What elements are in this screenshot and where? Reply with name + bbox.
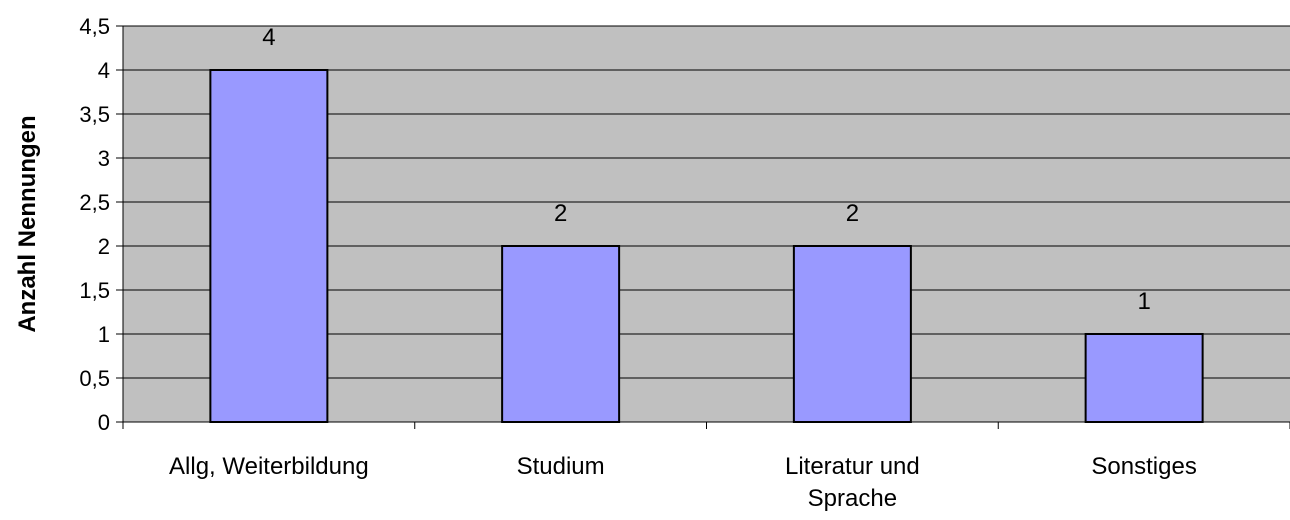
data-label: 2: [846, 200, 859, 227]
x-category-label: Studium: [517, 453, 605, 480]
y-tick-label: 3,5: [79, 102, 110, 127]
bar: [792, 245, 912, 423]
data-label: 2: [554, 200, 567, 227]
x-category-label: Literatur und: [785, 453, 920, 480]
y-tick-label: 1: [98, 322, 110, 347]
x-category-label: Sprache: [808, 485, 897, 512]
y-tick-label: 0,5: [79, 366, 110, 391]
y-tick-label: 4: [98, 58, 110, 83]
y-tick-label: 4,5: [79, 14, 110, 39]
y-tick-label: 3: [98, 146, 110, 171]
y-axis-title: Anzahl Nennungen: [14, 115, 41, 332]
bar: [501, 245, 621, 423]
bar: [209, 69, 329, 423]
bar: [1084, 333, 1204, 423]
x-category-label: Allg, Weiterbildung: [169, 453, 369, 480]
y-tick-label: 0: [98, 410, 110, 435]
x-category-label: Sonstiges: [1091, 453, 1196, 480]
y-tick-label: 2: [98, 234, 110, 259]
data-label: 1: [1137, 288, 1150, 315]
y-tick-label: 2,5: [79, 190, 110, 215]
data-label: 4: [262, 24, 275, 51]
y-tick-label: 1,5: [79, 278, 110, 303]
